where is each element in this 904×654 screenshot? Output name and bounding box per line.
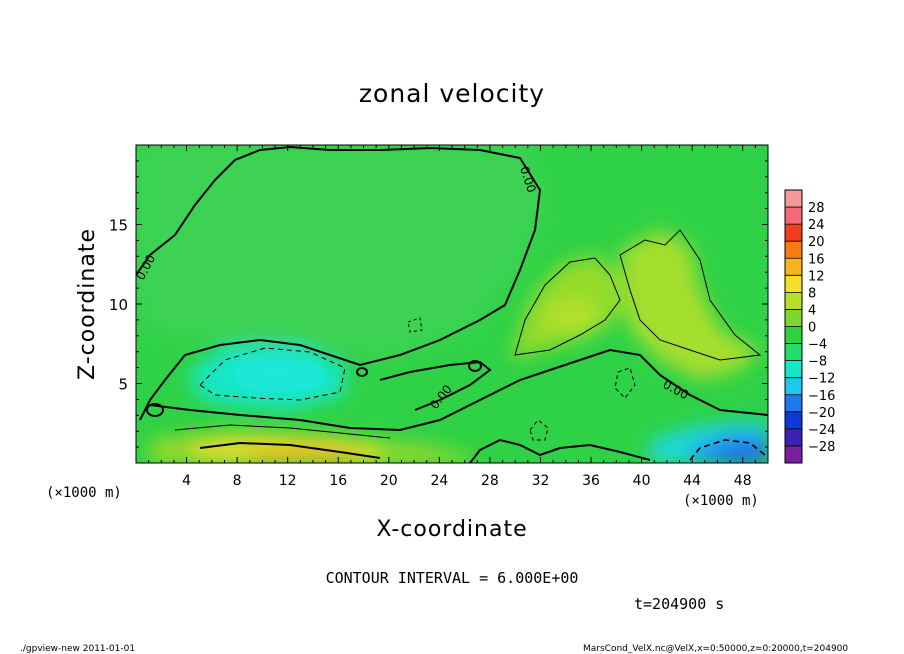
footer-left: ./gpview-new 2011-01-01 bbox=[20, 644, 135, 654]
colorbar-swatch bbox=[785, 394, 802, 412]
colorbar-label: 20 bbox=[808, 235, 825, 250]
colorbar-swatch bbox=[785, 377, 802, 395]
bottom-positive-max bbox=[250, 445, 360, 463]
zero-loop-right bbox=[468, 360, 482, 372]
colorbar-label: −12 bbox=[808, 372, 835, 387]
colorbar-label: 16 bbox=[808, 252, 825, 267]
colorbar-swatch bbox=[785, 428, 802, 446]
contour-lines bbox=[136, 145, 768, 463]
negative-contour-bottom-right bbox=[689, 439, 766, 461]
x-tick-label: 28 bbox=[481, 473, 499, 489]
colorbar-swatch bbox=[785, 275, 802, 293]
y-axis: 5 10 15 bbox=[109, 160, 768, 448]
colorbar-swatch bbox=[785, 445, 802, 463]
y-unit-note: (×1000 m) bbox=[46, 485, 122, 501]
x-tick-label: 8 bbox=[233, 473, 242, 489]
x-tick-label: 24 bbox=[430, 473, 448, 489]
positive-contour-bottom bbox=[174, 424, 391, 439]
zero-contour-middle bbox=[379, 360, 492, 411]
x-tick-label: 16 bbox=[329, 473, 347, 489]
colorbar-swatch bbox=[785, 207, 802, 225]
colorbar-swatch bbox=[785, 343, 802, 361]
colorbar-label: −20 bbox=[808, 406, 835, 421]
negative-contour-small-3 bbox=[407, 317, 423, 333]
x-axis-label: X-coordinate bbox=[376, 517, 527, 542]
x-tick-label: 36 bbox=[582, 473, 600, 489]
colorbar-swatch bbox=[785, 241, 802, 259]
time-text: t=204900 s bbox=[634, 595, 724, 613]
positive-core-center bbox=[540, 300, 600, 340]
x-tick-label: 12 bbox=[279, 473, 297, 489]
bottom-right-negative-max bbox=[712, 442, 768, 463]
colorbar-label: −24 bbox=[808, 423, 835, 438]
x-tick-label: 48 bbox=[734, 473, 752, 489]
colorbar-label: −4 bbox=[808, 338, 827, 353]
zero-loop-left bbox=[146, 403, 164, 417]
zero-contour-lower bbox=[149, 348, 768, 432]
colorbar-swatch bbox=[785, 292, 802, 310]
negative-contour-left bbox=[199, 347, 346, 401]
y-tick-label: 10 bbox=[109, 296, 128, 314]
colorbar-label: 0 bbox=[808, 321, 816, 336]
chart-title: zonal velocity bbox=[359, 79, 545, 108]
zero-contour-bottom bbox=[199, 441, 381, 459]
negative-contour-small-1 bbox=[529, 419, 549, 441]
contour-interval-text: CONTOUR INTERVAL = 6.000E+00 bbox=[326, 569, 579, 587]
zero-contour-bottom-right bbox=[469, 438, 651, 463]
positive-contour-center bbox=[514, 257, 621, 356]
colorbar-swatch bbox=[785, 326, 802, 344]
colorbar-label: 8 bbox=[808, 286, 816, 301]
x-tick-label: 20 bbox=[380, 473, 398, 489]
plot-area: 0.00 0.00 0.00 0.00 4 8 12 16 20 24 28 32 36 40 44… bbox=[109, 144, 769, 489]
colorbar-swatch bbox=[785, 411, 802, 429]
velocity-field: 0.00 0.00 0.00 0.00 bbox=[136, 145, 768, 463]
y-tick-label: 5 bbox=[118, 376, 128, 394]
x-axis: 4 8 12 16 20 24 28 32 36 40 44 48 bbox=[148, 145, 756, 489]
x-tick-label: 40 bbox=[633, 473, 651, 489]
colorbar-swatch bbox=[785, 309, 802, 327]
colorbar-swatch bbox=[785, 258, 802, 276]
colorbar-swatch bbox=[785, 224, 802, 242]
colorbar-label: 4 bbox=[808, 303, 816, 318]
colorbar: 28 24 20 16 12 8 4 0 −4 −8 −12 −16 −20 −24 −28 bbox=[784, 189, 835, 464]
zero-loop-mid bbox=[356, 367, 368, 377]
negative-core-left bbox=[230, 355, 325, 395]
upper-left-green-region bbox=[136, 145, 545, 360]
footer-right: MarsCond_VelX.nc@VelX,x=0:50000,z=0:2000… bbox=[583, 644, 848, 654]
colorbar-swatch bbox=[785, 360, 802, 378]
colorbar-label: 12 bbox=[808, 269, 825, 284]
colorbar-swatch bbox=[785, 190, 802, 208]
colorbar-label: 28 bbox=[808, 201, 825, 216]
positive-wedge-right bbox=[620, 230, 760, 380]
positive-contour-right bbox=[619, 229, 762, 361]
colorbar-label: 24 bbox=[808, 218, 825, 233]
x-tick-label: 4 bbox=[182, 473, 191, 489]
x-tick-label: 32 bbox=[532, 473, 550, 489]
negative-contour-small-2 bbox=[614, 367, 636, 399]
colorbar-label: −28 bbox=[808, 440, 835, 455]
y-axis-label: Z-coordinate bbox=[75, 228, 100, 380]
colorbar-label: −16 bbox=[808, 389, 835, 404]
x-unit-note: (×1000 m) bbox=[683, 493, 759, 509]
zero-contour-main bbox=[136, 145, 542, 421]
x-tick-label: 44 bbox=[683, 473, 701, 489]
colorbar-label: −8 bbox=[808, 355, 827, 370]
y-tick-label: 15 bbox=[109, 217, 128, 235]
